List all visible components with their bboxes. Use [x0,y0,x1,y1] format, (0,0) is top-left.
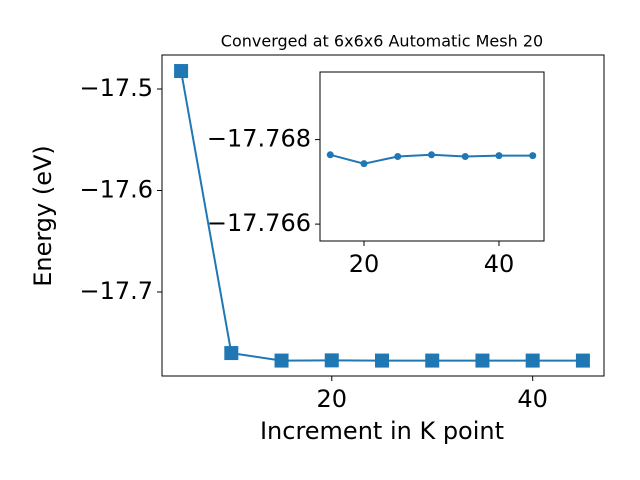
marker [326,151,334,159]
marker [360,160,368,168]
marker [529,152,537,160]
marker [224,346,239,361]
y-axis-label: Energy (eV) [29,145,57,287]
marker [427,151,435,159]
x-axis-label: Increment in K point [260,417,504,445]
x-tick-label: 40 [484,250,515,278]
y-tick-label: −17.766 [207,209,311,237]
x-tick-label: 20 [316,385,347,413]
marker [475,353,490,368]
marker [425,353,440,368]
marker [174,64,189,79]
x-tick-label: 20 [349,250,380,278]
y-tick-label: −17.768 [207,125,311,153]
marker [525,353,540,368]
marker [575,353,590,368]
y-tick-label: −17.5 [79,74,153,102]
y-tick-label: −17.6 [79,175,153,203]
marker [374,353,389,368]
marker [274,353,289,368]
chart-title: Converged at 6x6x6 Automatic Mesh 20 [221,32,543,51]
marker [461,153,469,160]
marker [495,152,503,160]
x-tick-label: 40 [517,385,548,413]
marker [324,353,339,368]
marker [394,153,402,160]
y-tick-label: −17.7 [79,277,153,305]
